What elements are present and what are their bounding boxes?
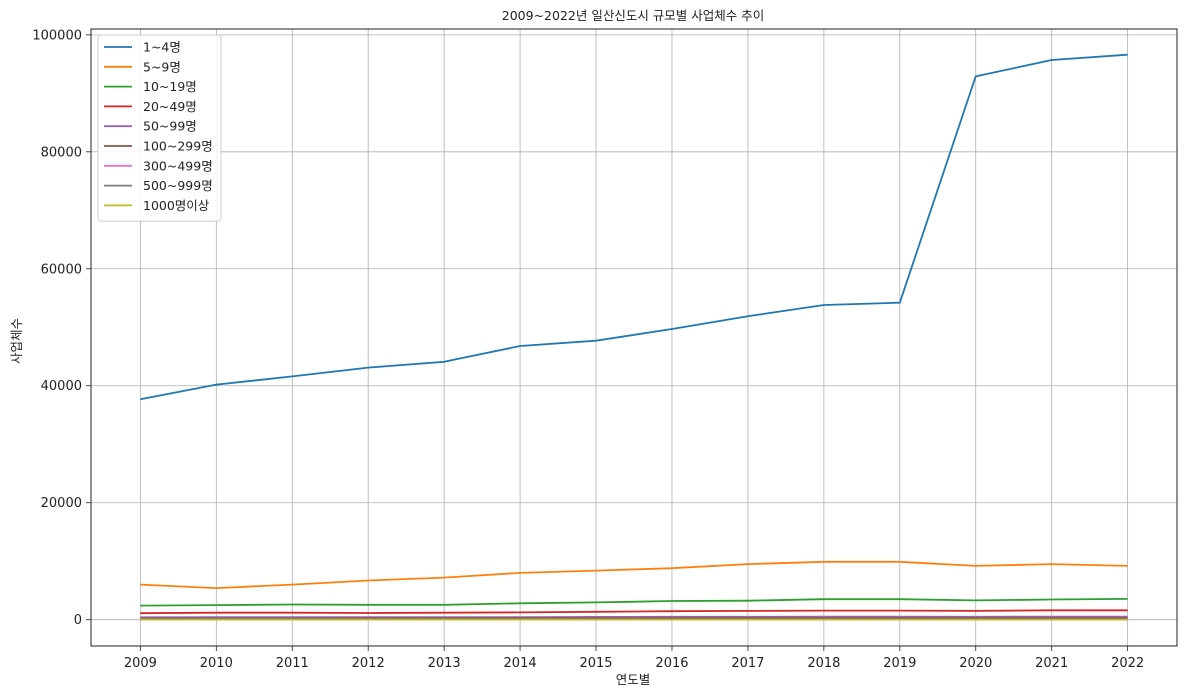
y-tick-label: 20000 xyxy=(41,496,82,511)
series-line xyxy=(140,53,1128,401)
plot-area-frame xyxy=(90,28,1178,647)
x-tick-label: 2012 xyxy=(352,656,385,671)
legend: 1~4명 5~9명 10~19명 20~49명 50~99명 100~299명 300~49… xyxy=(97,34,222,222)
y-tick-label: 60000 xyxy=(41,262,82,277)
y-tick-label: 40000 xyxy=(41,379,82,394)
x-tick-label: 2013 xyxy=(428,656,461,671)
series-line xyxy=(140,560,1128,589)
y-tick-label: 100000 xyxy=(32,28,82,43)
legend-label: 1000명이상 xyxy=(143,198,210,213)
x-tick-label: 2021 xyxy=(1035,656,1068,671)
legend-label: 300~499명 xyxy=(143,158,213,173)
x-tick-label: 2022 xyxy=(1111,656,1144,671)
chart-title: 2009~2022년 일산신도시 규모별 사업체수 추이 xyxy=(502,8,765,23)
series-line xyxy=(140,615,1128,619)
y-tick-label: 80000 xyxy=(41,145,82,160)
legend-label: 100~299명 xyxy=(143,139,213,154)
x-tick-label: 2020 xyxy=(959,656,992,671)
legend-label: 10~19명 xyxy=(143,79,197,94)
x-tick-label: 2011 xyxy=(276,656,309,671)
x-tick-label: 2019 xyxy=(883,656,916,671)
legend-label: 20~49명 xyxy=(143,99,197,114)
x-tick-label: 2014 xyxy=(504,656,537,671)
x-axis-label: 연도별 xyxy=(616,672,651,687)
y-axis-ticks: 0 20000 40000 60000 80000 100000 xyxy=(32,28,91,628)
x-tick-label: 2017 xyxy=(731,656,764,671)
series-line xyxy=(140,598,1128,607)
legend-label: 50~99명 xyxy=(143,119,197,134)
y-axis-label: 사업체수 xyxy=(9,318,24,364)
x-axis-ticks: 2009 2010 2011 2012 2013 2014 2015 2016 2017 2018… xyxy=(124,646,1144,671)
series-lines xyxy=(140,53,1128,621)
x-tick-label: 2009 xyxy=(124,656,157,671)
series-line xyxy=(140,609,1128,615)
y-tick-label: 0 xyxy=(74,613,82,628)
legend-label: 5~9명 xyxy=(143,59,181,74)
legend-box xyxy=(97,34,222,222)
x-tick-label: 2016 xyxy=(655,656,688,671)
x-tick-label: 2010 xyxy=(200,656,233,671)
legend-label: 500~999명 xyxy=(143,178,213,193)
x-tick-label: 2015 xyxy=(579,656,612,671)
legend-label: 1~4명 xyxy=(143,40,181,55)
x-tick-label: 2018 xyxy=(807,656,840,671)
